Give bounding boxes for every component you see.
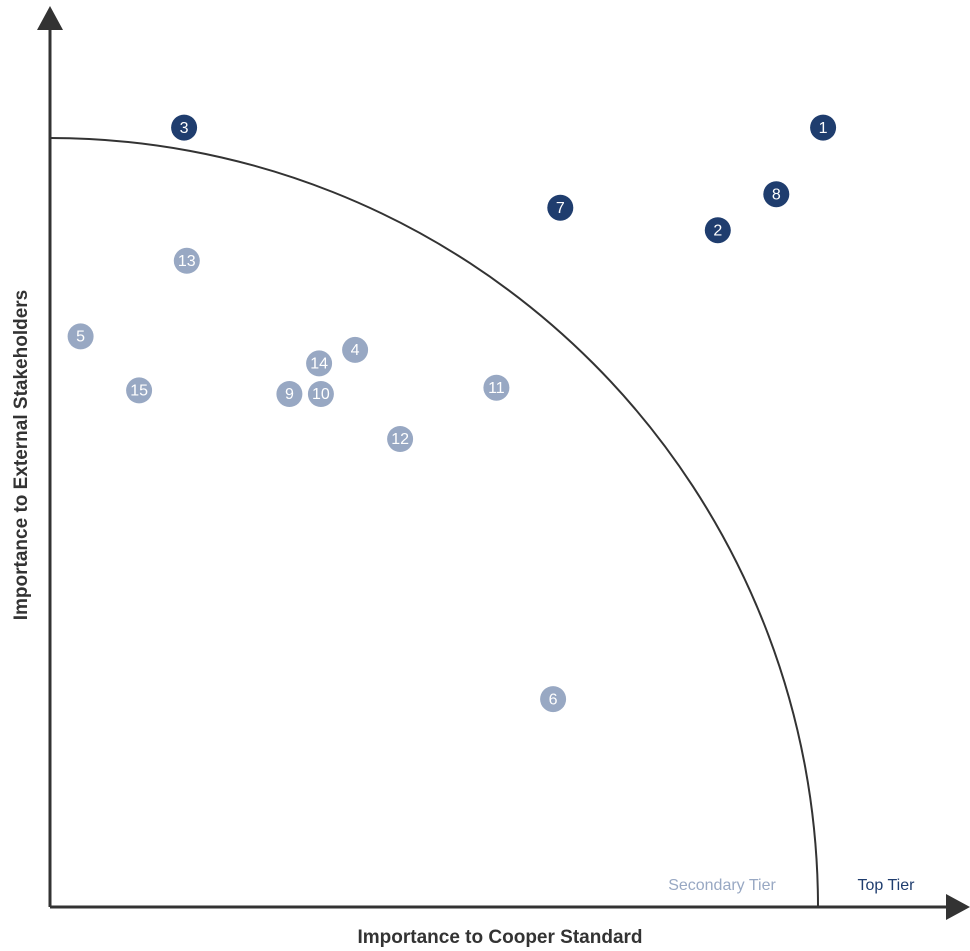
point [307, 381, 334, 407]
point-label: 14 [310, 356, 328, 373]
point-label: 7 [556, 200, 565, 217]
point-label: 6 [549, 691, 558, 708]
point-label: 10 [312, 386, 330, 403]
point-label: 1 [819, 120, 828, 137]
point [173, 247, 200, 274]
x-axis-title: Importance to Cooper Standard [357, 927, 642, 948]
point [126, 377, 153, 404]
point [387, 426, 414, 452]
point-label: 3 [180, 120, 189, 137]
point [704, 217, 731, 244]
point [547, 194, 574, 221]
tier-boundary [49, 137, 819, 908]
point [763, 181, 790, 208]
point [276, 381, 303, 407]
point [342, 336, 369, 363]
point [483, 374, 510, 401]
point-label: 13 [178, 253, 196, 270]
legend-label: Top Tier [858, 877, 916, 894]
point-label: 8 [772, 186, 781, 203]
y-axis-arrow [37, 6, 63, 30]
point [171, 114, 198, 141]
point-label: 15 [130, 383, 148, 400]
legend-label: Secondary Tier [668, 877, 776, 894]
point-label: 4 [351, 342, 360, 359]
point [67, 323, 94, 350]
point-label: 12 [391, 431, 409, 448]
point [810, 114, 837, 141]
point-label: 11 [488, 380, 505, 397]
point-label: 9 [285, 386, 294, 403]
point [540, 686, 567, 713]
y-axis-title: Importance to External Stakeholders [11, 290, 32, 621]
point-label: 5 [76, 329, 85, 346]
point [306, 350, 333, 377]
x-axis-arrow [946, 894, 970, 920]
point-label: 2 [713, 222, 722, 239]
